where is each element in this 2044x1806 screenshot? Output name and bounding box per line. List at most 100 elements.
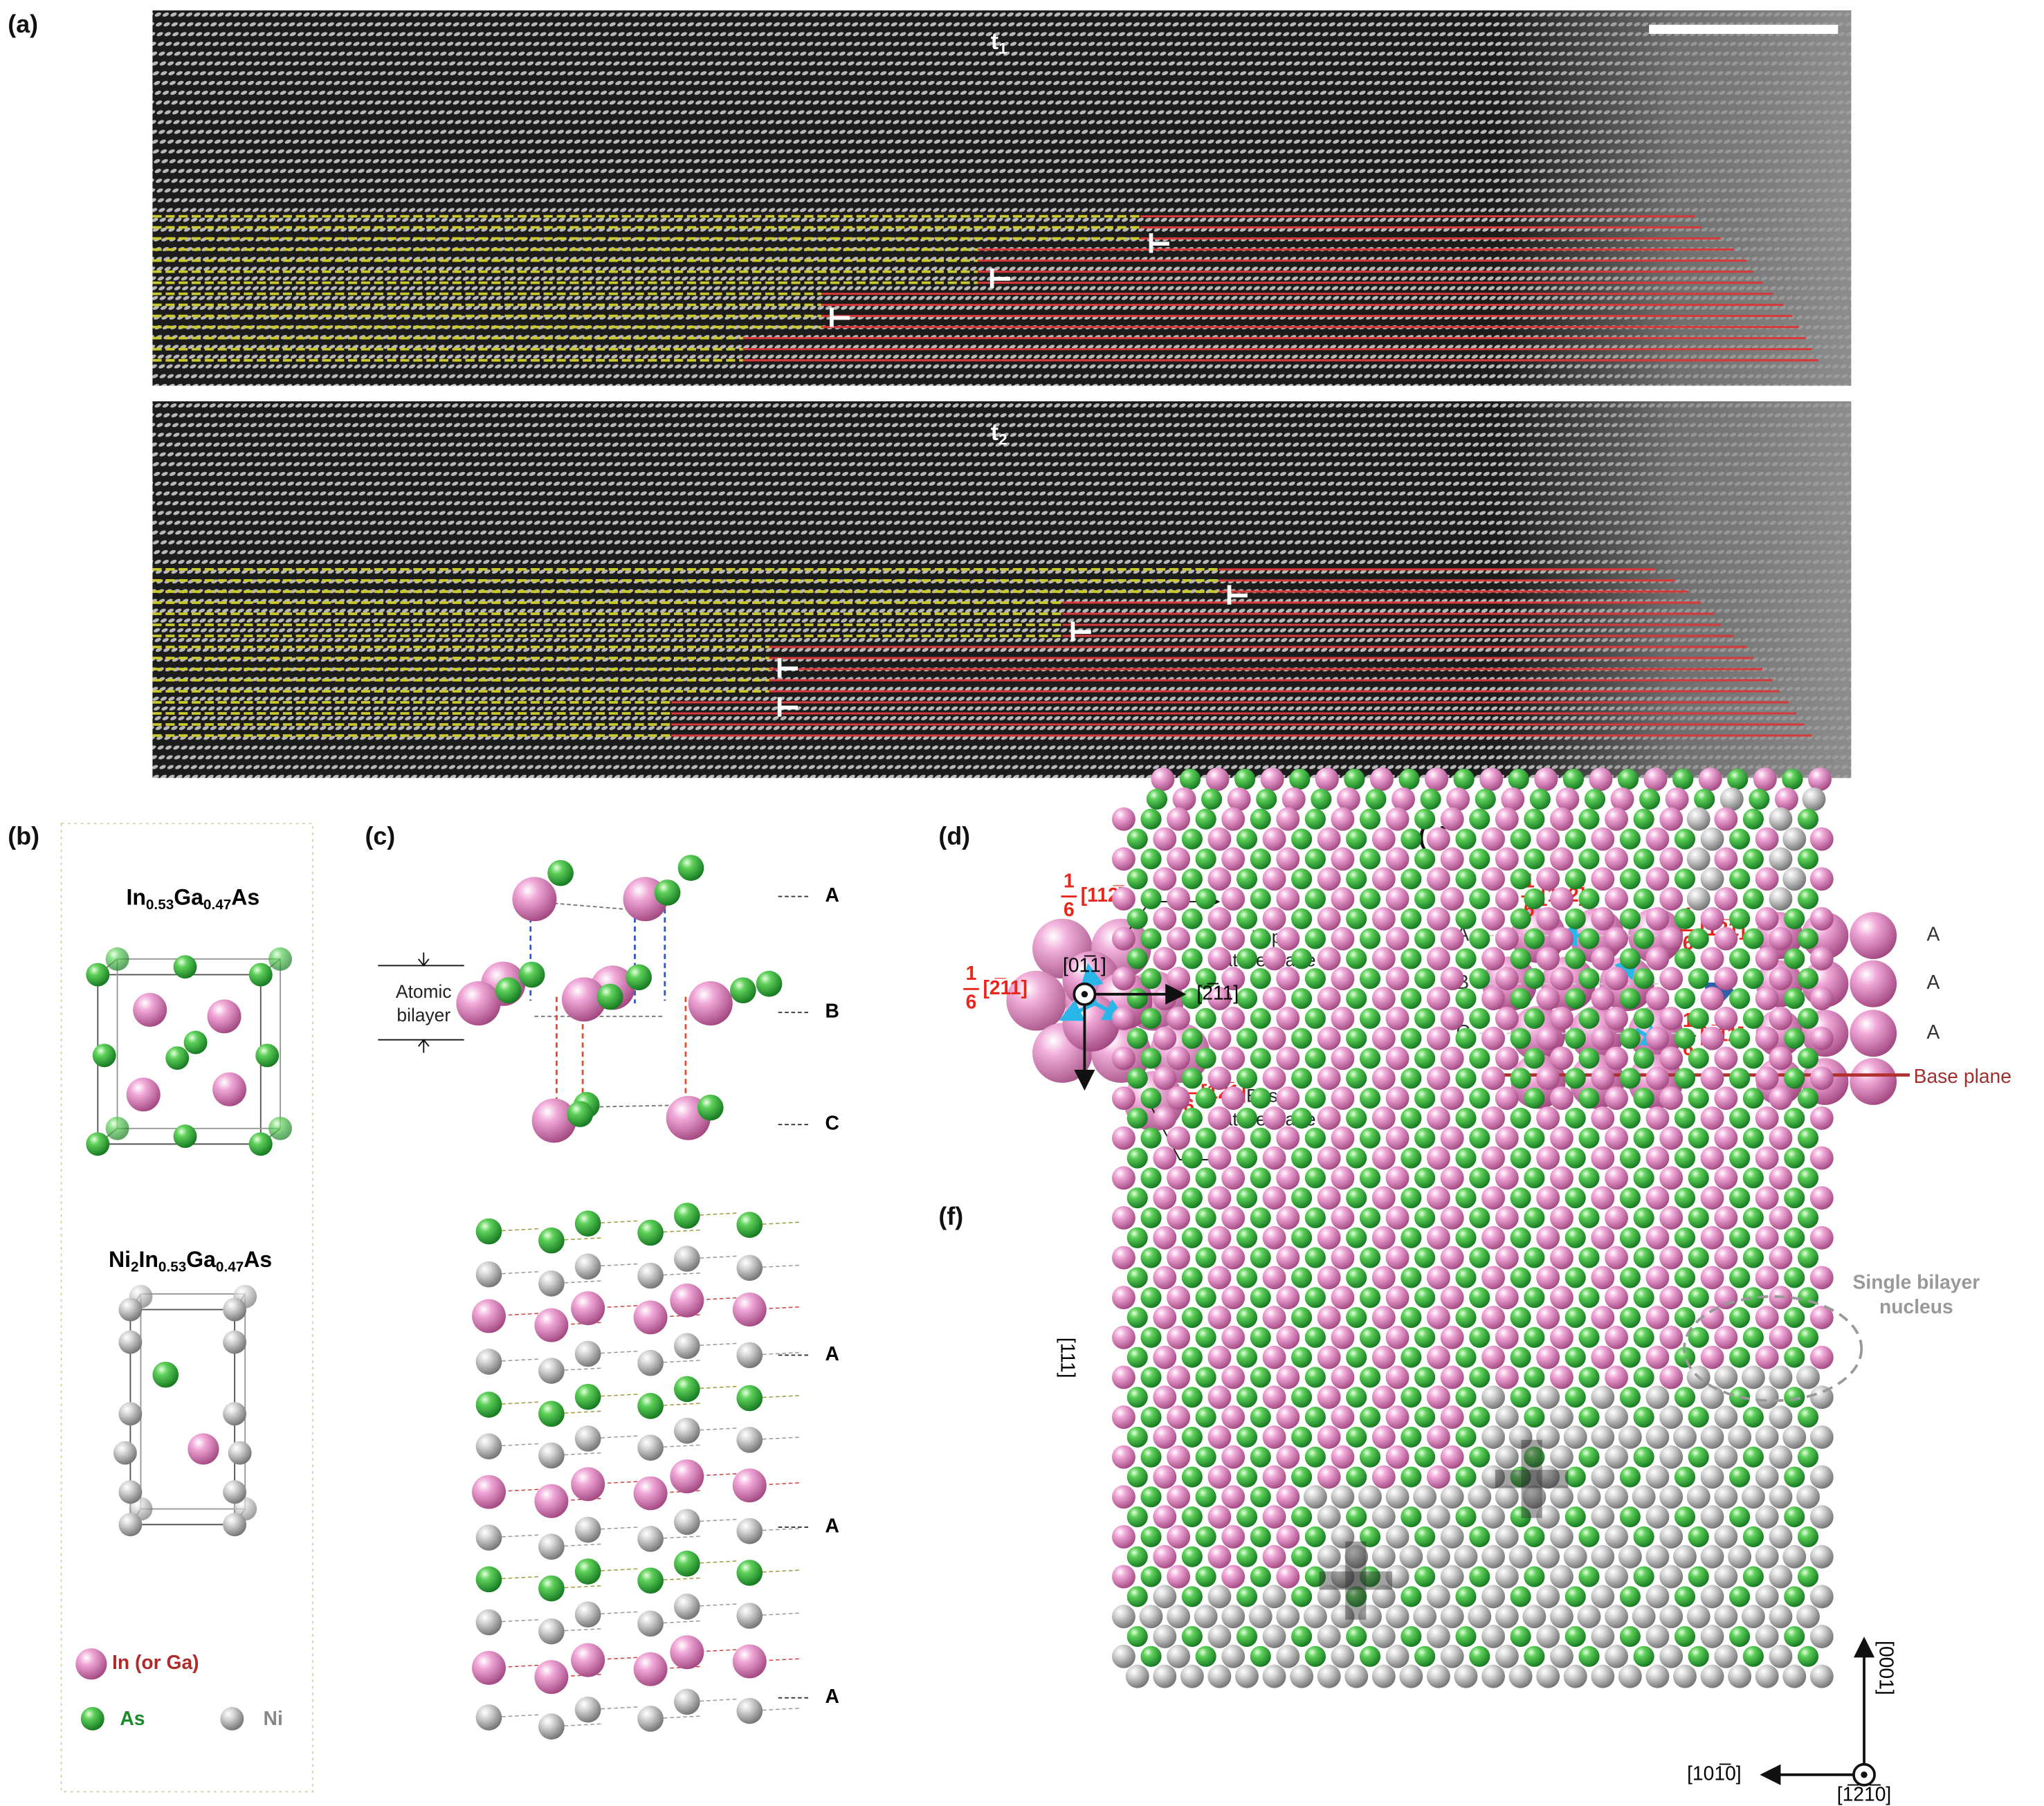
atom: [538, 1358, 565, 1384]
atom: [1755, 1146, 1779, 1170]
atom: [1126, 987, 1148, 1010]
atom: [1455, 1187, 1477, 1209]
atom: [1140, 1566, 1162, 1587]
atom: [1700, 1385, 1724, 1410]
atom: [1755, 1026, 1779, 1050]
atom: [1850, 960, 1897, 1007]
atom: [1359, 1048, 1381, 1069]
atom: [1455, 987, 1477, 1010]
atom: [1146, 788, 1168, 810]
atom: [1481, 1026, 1505, 1050]
atom: [1769, 1325, 1793, 1349]
atom: [1227, 787, 1251, 811]
atom: [1797, 888, 1819, 910]
atom: [1276, 1485, 1300, 1509]
atom: [736, 1603, 763, 1629]
atom: [1850, 912, 1897, 959]
atom: [1453, 769, 1475, 790]
atom: [1317, 1106, 1341, 1130]
atom: [1591, 1385, 1615, 1410]
atom: [654, 879, 681, 906]
atom: [1578, 1287, 1600, 1308]
atom: [1317, 1066, 1341, 1091]
axis-label: [111]: [1057, 1338, 1079, 1378]
atom: [1742, 1446, 1764, 1468]
atom: [1481, 1505, 1505, 1529]
atom: [1782, 769, 1803, 790]
element: In: [138, 1247, 158, 1272]
atom: [1385, 847, 1409, 871]
scale-bar: [1649, 24, 1838, 34]
atom: [538, 1401, 565, 1428]
axis-label: [0001]: [1876, 1641, 1898, 1695]
atom: [1605, 1405, 1629, 1430]
atom: [1591, 1306, 1615, 1329]
atom: [1371, 1345, 1396, 1369]
atom: [1536, 947, 1560, 971]
atom: [1619, 1586, 1641, 1607]
atom: [1126, 1546, 1148, 1567]
atom: [1370, 767, 1394, 792]
atom: [732, 1293, 767, 1327]
atom: [1564, 1068, 1586, 1089]
atom: [736, 1517, 763, 1544]
atom: [1250, 1367, 1271, 1388]
atom: [1610, 787, 1634, 811]
atom: [1564, 1267, 1586, 1288]
atom: [1742, 1526, 1764, 1548]
atom: [1694, 788, 1715, 810]
atom: [1578, 848, 1600, 870]
atom: [1207, 867, 1232, 891]
atom: [1426, 1385, 1450, 1410]
atom: [1549, 1126, 1573, 1150]
atom: [1140, 1287, 1162, 1308]
atom: [547, 859, 574, 886]
atom: [1126, 1506, 1148, 1528]
atom: [1578, 1326, 1600, 1348]
atom: [1195, 1367, 1216, 1388]
atom: [1385, 887, 1409, 911]
atom: [1331, 807, 1355, 831]
atom: [1126, 1107, 1148, 1129]
atom: [1250, 848, 1271, 870]
atom: [1495, 1605, 1519, 1629]
atom: [1317, 1345, 1341, 1369]
atom: [1591, 827, 1615, 851]
atom: [1769, 967, 1793, 991]
atom: [1359, 848, 1381, 870]
atom: [75, 1648, 107, 1680]
atom: [1276, 927, 1300, 951]
atom: [1591, 987, 1615, 1010]
atom: [475, 1261, 502, 1288]
atom: [1755, 1664, 1779, 1688]
atom: [1400, 1506, 1422, 1528]
atom: [1549, 1445, 1573, 1469]
atom: [1440, 1525, 1464, 1549]
atom: [1221, 1126, 1245, 1150]
atom: [1331, 1126, 1355, 1150]
atom: [1755, 827, 1779, 851]
atom: [1591, 906, 1615, 931]
atom: [1167, 1325, 1191, 1349]
atom: [1481, 1186, 1505, 1210]
atom: [1591, 1505, 1615, 1529]
atom: [1454, 1544, 1478, 1569]
atom: [1181, 828, 1203, 850]
atom: [1304, 1446, 1326, 1468]
atom: [1111, 1166, 1135, 1190]
atom: [1469, 1645, 1490, 1667]
atom: [1400, 1586, 1422, 1607]
atom: [1440, 1126, 1464, 1150]
atom: [1167, 1166, 1191, 1190]
atom: [1236, 1586, 1258, 1607]
atom: [1524, 1247, 1545, 1268]
atom: [1645, 1026, 1670, 1050]
atom: [1577, 1485, 1601, 1509]
atom: [1536, 827, 1560, 851]
atom: [1784, 1267, 1805, 1288]
atom: [1358, 1605, 1382, 1629]
atom: [1126, 1267, 1148, 1288]
atom: [1181, 1147, 1203, 1169]
atom: [1645, 1345, 1670, 1369]
element: As: [231, 885, 259, 910]
